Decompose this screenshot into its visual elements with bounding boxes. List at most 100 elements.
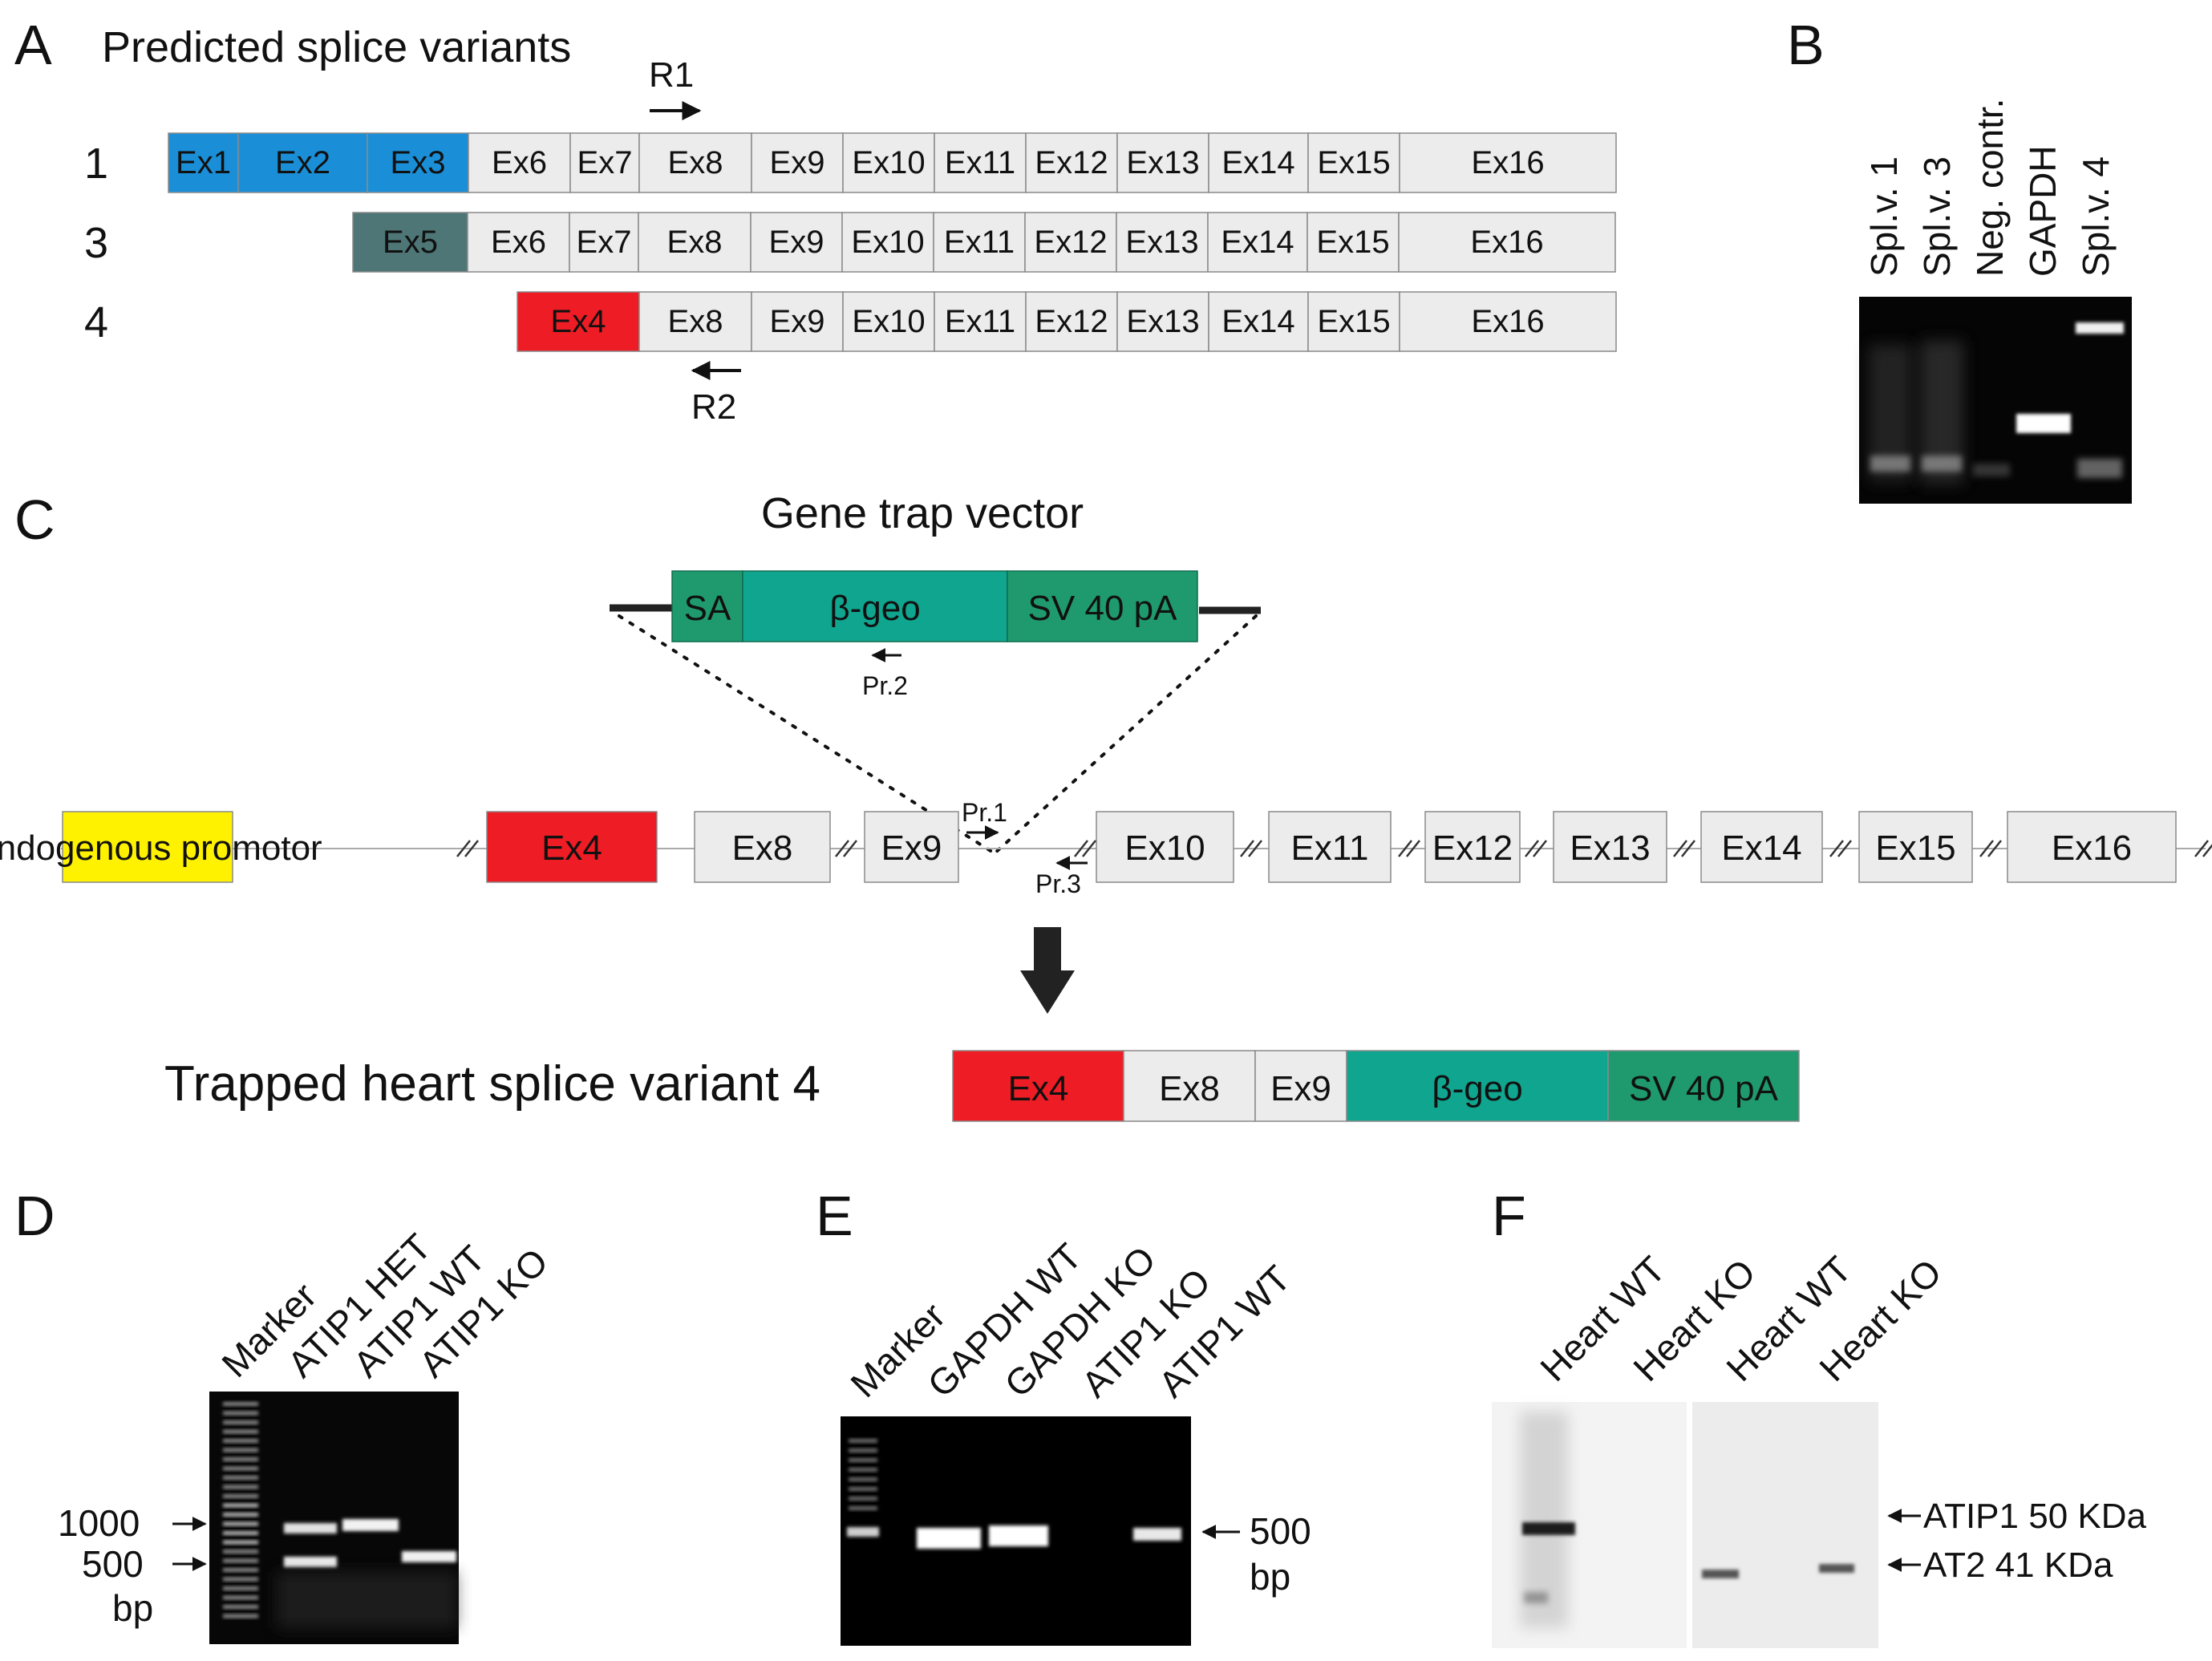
blot-f-right <box>1692 1402 1878 1648</box>
genome-break-mark-4-0 <box>1240 840 1254 857</box>
ladder-d-band-23 <box>223 1605 258 1609</box>
ladder-d-band-2 <box>223 1411 258 1416</box>
gel-b-band-gapdh <box>2016 414 2071 433</box>
genome-break-mark-3-0 <box>1074 840 1088 857</box>
genome-block-ex9 <box>864 811 959 883</box>
ladder-e-band-8 <box>849 1506 877 1510</box>
variant-4-exon-ex9 <box>751 291 844 352</box>
gel-b-lane-label-2: Spl.v. 3 <box>1916 156 1958 277</box>
variant-1-exon-label-ex10: Ex10 <box>852 145 925 180</box>
ladder-e-band-7 <box>849 1497 877 1501</box>
gel-e-band-atip1-wt <box>1133 1528 1181 1541</box>
genome-break-mark-7-10 <box>1681 840 1695 857</box>
genome-break-mark-5-10 <box>1406 840 1420 857</box>
trapped-splice-variant: Ex4 Ex8 Ex9 β-geo SV 40 pA <box>952 1050 1800 1122</box>
genomic-locus: Endogenous promotor Ex4 Ex8 Ex9 Ex10 Ex11 Ex12… <box>0 811 2212 883</box>
ladder-d-band-5 <box>223 1439 258 1443</box>
variant-3-exon-ex5 <box>352 212 468 273</box>
variant-4-exon-ex11 <box>934 291 1027 352</box>
ladder-e-band-3 <box>849 1458 877 1462</box>
gel-b-lane-label-4: GAPDH <box>2022 145 2064 277</box>
variant-4-exon-label-ex13: Ex13 <box>1126 304 1199 339</box>
variant-4-exon-ex13 <box>1116 291 1209 352</box>
trapped-block-geo-4 <box>1346 1050 1609 1122</box>
variant-3-exon-label-ex13: Ex13 <box>1125 225 1198 260</box>
variant-4-exon-ex4 <box>517 291 640 352</box>
genome-break-mark-1-10 <box>464 840 479 857</box>
ladder-d-band-18 <box>223 1558 258 1563</box>
unit-label-d: bp <box>112 1587 153 1629</box>
variant-1-exon-label-ex9: Ex9 <box>770 145 825 180</box>
variant-3-exon-label-ex9: Ex9 <box>769 225 824 260</box>
genome-break-mark-10-0 <box>2194 840 2209 857</box>
variant-4-exon-label-ex4: Ex4 <box>551 304 606 339</box>
ladder-d-band-10 <box>223 1485 258 1489</box>
variant-3-exon-label-ex5: Ex5 <box>383 225 438 260</box>
ladder-d-band-3 <box>223 1420 258 1424</box>
genome-label-ex9: Ex9 <box>881 828 942 868</box>
ladder-d-band-11 <box>223 1494 258 1498</box>
vector-label-1: SA <box>684 589 731 628</box>
blot-f-band-at2-wt <box>1702 1570 1739 1578</box>
variant-1-exon-label-ex2: Ex2 <box>275 145 330 180</box>
primer-r1-label: R1 <box>649 55 694 95</box>
marker-500-label: 500 <box>82 1543 144 1585</box>
genome-block-ex13 <box>1553 811 1667 883</box>
ladder-d-band-24 <box>223 1614 258 1618</box>
genome-label-ex14: Ex14 <box>1721 828 1801 868</box>
splice-variant-rows: 1 Ex1 Ex2 Ex3 Ex6 Ex7 Ex8 Ex9 Ex10 Ex11 Ex12 Ex13 Ex… <box>84 132 1617 352</box>
variant-3-exon-ex6 <box>467 212 570 273</box>
ladder-d-band-7 <box>223 1457 258 1461</box>
gel-e-band-gapdh-ko <box>989 1525 1048 1546</box>
gel-d-ladder <box>223 1402 258 1618</box>
trapped-label-2: Ex8 <box>1159 1069 1220 1108</box>
trapped-label-4: β-geo <box>1432 1069 1522 1108</box>
genome-break-mark-9-0 <box>1979 840 1994 857</box>
variant-1-exon-label-ex6: Ex6 <box>492 145 547 180</box>
gel-d-band-het-1000 <box>284 1523 337 1533</box>
gel-d-band-wt-1000 <box>342 1519 399 1531</box>
variant-3-exon-ex11 <box>933 212 1026 273</box>
variant-4-exon-label-ex11: Ex11 <box>945 304 1015 339</box>
variant-3-exon-label-ex15: Ex15 <box>1316 225 1389 260</box>
band-at2-label: AT2 41 KDa <box>1923 1546 2113 1585</box>
variant-1-exon-ex11 <box>934 132 1027 193</box>
variant-3-exon-label-ex6: Ex6 <box>491 225 546 260</box>
variant-3-exon-label-ex7: Ex7 <box>577 225 632 260</box>
panel-a: A Predicted splice variants R1 1 Ex1 Ex2 Ex… <box>14 14 1617 427</box>
trapped-label-5: SV 40 pA <box>1629 1069 1779 1108</box>
variant-1-exon-ex15 <box>1307 132 1400 193</box>
genome-break-mark-2-10 <box>843 840 857 857</box>
variant-3-exon-ex15 <box>1307 212 1400 273</box>
variant-4-exon-ex16 <box>1399 291 1617 352</box>
ladder-d-band-20 <box>223 1577 258 1582</box>
variant-3-exon-label-ex10: Ex10 <box>851 225 924 260</box>
variant-4-exon-ex8 <box>638 291 752 352</box>
variant-4-exon-ex14 <box>1208 291 1309 352</box>
variant-1-exon-label-ex3: Ex3 <box>391 145 446 180</box>
insertion-dotted-right <box>993 614 1258 855</box>
variant-3-exon-ex16 <box>1398 212 1616 273</box>
ladder-e-band-2 <box>849 1448 877 1452</box>
gel-b-band-splv4-low <box>2077 459 2122 478</box>
transition-arrow-shaft <box>1034 927 1061 972</box>
genome-block-ex4 <box>486 811 658 883</box>
insertion-dotted-left <box>618 614 996 855</box>
genome-label-ex16: Ex16 <box>2052 828 2132 868</box>
ladder-d-band-13 <box>223 1513 258 1517</box>
variant-4-exon-label-ex16: Ex16 <box>1471 304 1544 339</box>
ladder-d-band-14 <box>223 1521 258 1526</box>
variant-4-exon-label-ex10: Ex10 <box>852 304 925 339</box>
panel-b-lane-labels: Spl.v. 1 Spl.v. 3 Neg. contr. GAPDH Spl.v. 4 <box>1863 99 2117 277</box>
trapped-block-ex4-1 <box>952 1050 1124 1122</box>
gel-b-band-lane2 <box>1922 456 1962 472</box>
genome-block-ex11 <box>1268 811 1392 883</box>
band-atip1-label: ATIP1 50 KDa <box>1923 1497 2147 1536</box>
ladder-e-band-500 <box>847 1527 879 1537</box>
genome-block-ex16 <box>2007 811 2177 883</box>
variant-1-exon-label-ex13: Ex13 <box>1126 145 1199 180</box>
